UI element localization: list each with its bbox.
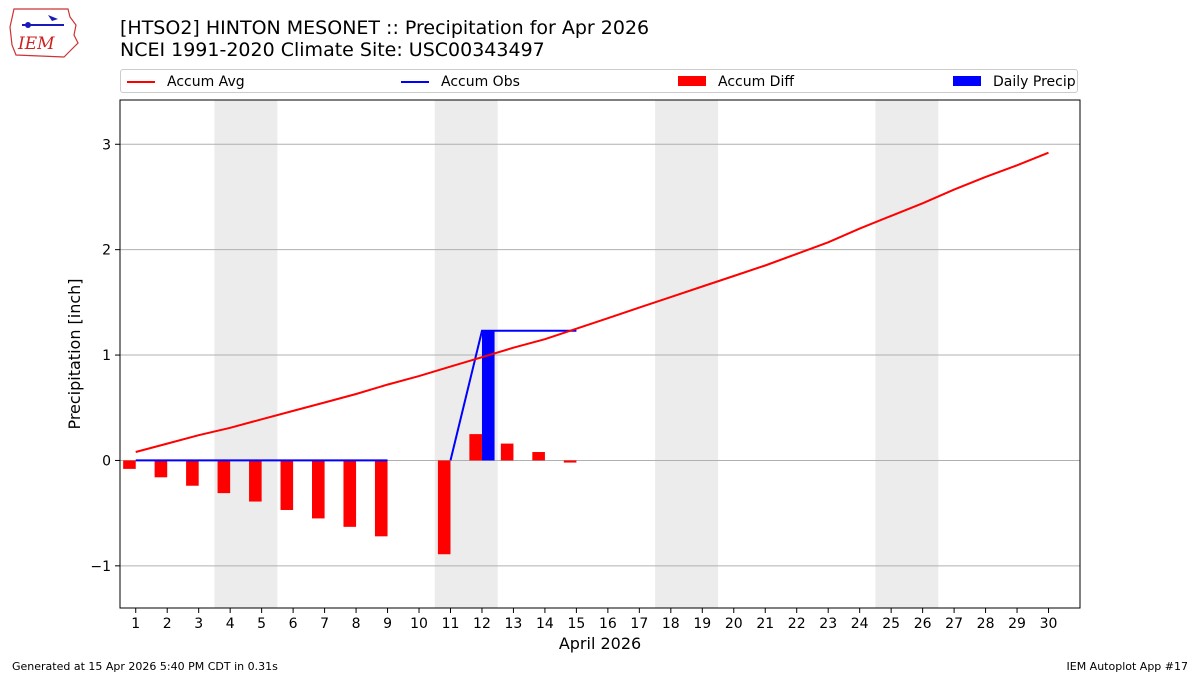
legend-accum-diff: Accum Diff: [678, 73, 878, 91]
accum-diff-bar-day-6: [280, 460, 294, 510]
x-tick-label-5: 5: [257, 616, 266, 632]
legend-daily-precip: Daily Precip: [953, 73, 1076, 91]
accum-obs-line-b-segment-1: [449, 329, 577, 461]
accum-diff-bar-day-11: [437, 460, 451, 555]
legend-swatch-accum-avg: [127, 81, 155, 83]
legend-label-accum-diff: Accum Diff: [718, 74, 795, 90]
x-tick-label-18: 18: [662, 616, 680, 632]
accum-diff-bar-day-15: [563, 460, 577, 463]
x-tick-label-30: 30: [1040, 616, 1058, 632]
x-tick-label-16: 16: [599, 616, 617, 632]
accum-diff-bar-day-8: [343, 460, 357, 527]
x-tick-label-17: 17: [630, 616, 648, 632]
x-tick-label-29: 29: [1008, 616, 1026, 632]
x-tick-label-4: 4: [226, 616, 235, 632]
x-tick-label-11: 11: [442, 616, 460, 632]
accum-diff-bar-day-5: [249, 460, 262, 502]
y-tick-label-2: 2: [102, 243, 111, 259]
y-tick-label-1: 1: [102, 348, 111, 364]
accum-diff-bar-day-14: [532, 452, 545, 461]
x-tick-label-6: 6: [289, 616, 298, 632]
generated-note: Generated at 15 Apr 2026 5:40 PM CDT in …: [12, 660, 278, 673]
weekend-shade-4: [875, 100, 939, 608]
x-tick-label-28: 28: [977, 616, 995, 632]
chart-subtitle: NCEI 1991-2020 Climate Site: USC00343497: [120, 39, 545, 61]
x-axis-label: April 2026: [559, 634, 641, 653]
legend-accum-avg: Accum Avg: [127, 73, 327, 91]
accum-diff-bar-day-2: [154, 460, 168, 478]
daily-precip-bar-day-12: [481, 330, 495, 461]
logo-text: IEM: [17, 34, 55, 54]
x-tick-label-20: 20: [725, 616, 743, 632]
accum-diff-bar-day-9: [374, 460, 388, 537]
x-tick-label-19: 19: [693, 616, 711, 632]
plot-frame: [119, 99, 1081, 609]
chart-legend: Accum Avg Accum Obs Accum Diff Daily Pre…: [120, 69, 1078, 93]
x-tick-label-13: 13: [505, 616, 523, 632]
x-tick-label-9: 9: [383, 616, 392, 632]
x-tick-label-10: 10: [410, 616, 428, 632]
accum-diff-bar-day-4: [217, 460, 231, 494]
x-tick-label-7: 7: [320, 616, 329, 632]
legend-swatch-daily-precip: [953, 76, 981, 86]
x-tick-label-15: 15: [567, 616, 585, 632]
legend-swatch-accum-obs: [401, 81, 429, 83]
x-tick-label-12: 12: [473, 616, 491, 632]
accum-diff-bar-day-1: [123, 460, 136, 469]
x-tick-label-25: 25: [882, 616, 900, 632]
x-tick-label-3: 3: [194, 616, 203, 632]
legend-swatch-accum-diff: [678, 76, 706, 86]
x-tick-label-23: 23: [819, 616, 837, 632]
x-tick-label-2: 2: [163, 616, 172, 632]
app-note: IEM Autoplot App #17: [1066, 660, 1189, 673]
x-tick-label-14: 14: [536, 616, 554, 632]
x-tick-label-27: 27: [945, 616, 963, 632]
x-tick-label-8: 8: [352, 616, 361, 632]
y-axis-label: Precipitation [inch]: [65, 278, 84, 429]
weekend-shade-2: [434, 100, 498, 608]
x-tick-label-26: 26: [914, 616, 932, 632]
legend-accum-obs: Accum Obs: [401, 73, 601, 91]
accum-diff-bar-day-13: [500, 443, 514, 461]
y-tick-label-0: 0: [102, 453, 111, 469]
x-tick-label-1: 1: [131, 616, 140, 632]
x-tick-label-22: 22: [788, 616, 806, 632]
accum-diff-bar-day-3: [186, 460, 199, 486]
weekend-shade-1: [214, 100, 278, 608]
weekend-shade-3: [655, 100, 719, 608]
legend-label-accum-avg: Accum Avg: [167, 74, 245, 90]
accum-avg-line-segment-1: [135, 151, 1049, 453]
y-tick-label-3: 3: [102, 137, 111, 153]
accum-diff-bar-day-7: [312, 460, 325, 519]
x-tick-label-21: 21: [756, 616, 774, 632]
y-tick-label--1: −1: [90, 559, 111, 575]
legend-label-daily-precip: Daily Precip: [993, 74, 1076, 90]
legend-label-accum-obs: Accum Obs: [441, 74, 520, 90]
accum-diff-bar-day-12: [469, 434, 482, 461]
iem-logo: IEM: [9, 8, 79, 58]
x-tick-label-24: 24: [851, 616, 869, 632]
chart-title: [HTSO2] HINTON MESONET :: Precipitation …: [120, 17, 650, 39]
